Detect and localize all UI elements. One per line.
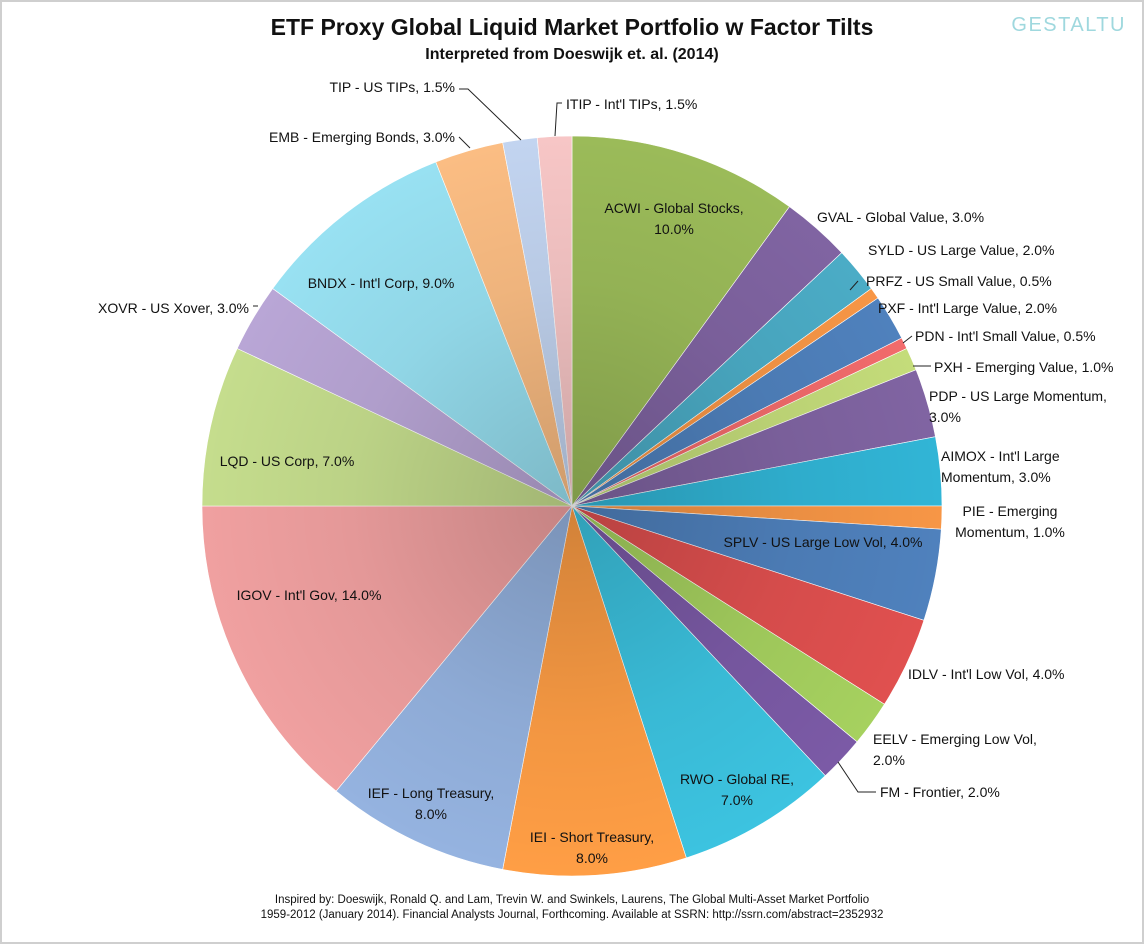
slice-label-igov: IGOV - Int'l Gov, 14.0% [237,587,382,603]
slice-label-line: 8.0% [576,850,608,866]
slice-label-bndx: BNDX - Int'l Corp, 9.0% [308,275,455,291]
slice-label-line: 8.0% [415,806,447,822]
slice-label-line: ACWI - Global Stocks, [604,200,743,216]
slice-label-line: 3.0% [929,409,961,425]
slice-label-pxf: PXF - Int'l Large Value, 2.0% [878,300,1057,316]
slice-label-fm: FM - Frontier, 2.0% [880,784,1000,800]
slice-label-line: 10.0% [654,221,694,237]
slice-label-line: PXH - Emerging Value, 1.0% [934,359,1114,375]
slice-labels: ACWI - Global Stocks, 10.0% GVAL - Global … [98,79,1113,866]
slice-label-pxh: PXH - Emerging Value, 1.0% [934,359,1114,375]
leader-line-emb [458,136,471,149]
slice-label-line: IDLV - Int'l Low Vol, 4.0% [908,666,1065,682]
leader-line-pdn [902,335,913,344]
slice-label-rwo: RWO - Global RE, 7.0% [680,771,794,808]
leader-line-prfz [849,280,859,291]
slice-label-syld: SYLD - US Large Value, 2.0% [868,242,1055,258]
slice-label-pie: PIE - Emerging Momentum, 1.0% [955,503,1065,540]
slice-label-line: EMB - Emerging Bonds, 3.0% [269,129,455,145]
slice-label-xovr: XOVR - US Xover, 3.0% [98,300,249,316]
slice-label-idlv: IDLV - Int'l Low Vol, 4.0% [908,666,1065,682]
pie-slices [201,135,943,877]
source-citation-line-2: 1959-2012 (January 2014). Financial Anal… [260,909,884,921]
slice-label-eelv: EELV - Emerging Low Vol, 2.0% [873,731,1037,768]
slice-label-line: LQD - US Corp, 7.0% [220,453,355,469]
slice-label-ief: IEF - Long Treasury, 8.0% [368,785,495,822]
slice-label-line: PXF - Int'l Large Value, 2.0% [878,300,1057,316]
slice-label-tip: TIP - US TIPs, 1.5% [329,79,455,95]
slice-label-gval: GVAL - Global Value, 3.0% [817,209,984,225]
slice-label-splv: SPLV - US Large Low Vol, 4.0% [724,534,923,550]
slice-label-line: IEI - Short Treasury, [530,829,654,845]
slice-label-aimox: AIMOX - Int'l Large Momentum, 3.0% [941,448,1060,485]
slice-label-prfz: PRFZ - US Small Value, 0.5% [866,273,1052,289]
slice-label-line: BNDX - Int'l Corp, 9.0% [308,275,455,291]
label-leader-lines [253,88,931,793]
slice-label-line: FM - Frontier, 2.0% [880,784,1000,800]
leader-line-itip [554,102,562,137]
slice-label-line: EELV - Emerging Low Vol, [873,731,1037,747]
slice-label-lqd: LQD - US Corp, 7.0% [220,453,355,469]
slice-label-line: XOVR - US Xover, 3.0% [98,300,249,316]
slice-label-emb: EMB - Emerging Bonds, 3.0% [269,129,455,145]
slice-label-line: IGOV - Int'l Gov, 14.0% [237,587,382,603]
slice-label-iei: IEI - Short Treasury, 8.0% [530,829,654,866]
slice-label-line: 2.0% [873,752,905,768]
watermark-logo: GESTALTU [1011,14,1126,36]
chart-subtitle: Interpreted from Doeswijk et. al. (2014) [425,46,719,63]
slice-label-line: Momentum, 3.0% [941,469,1051,485]
leader-line-fm [837,761,876,793]
slice-label-line: TIP - US TIPs, 1.5% [329,79,455,95]
slice-label-line: AIMOX - Int'l Large [941,448,1060,464]
slice-label-line: 7.0% [721,792,753,808]
slice-label-line: PDP - US Large Momentum, [929,388,1107,404]
leader-line-tip [459,88,522,141]
slice-label-line: SYLD - US Large Value, 2.0% [868,242,1055,258]
slice-label-line: PRFZ - US Small Value, 0.5% [866,273,1052,289]
slice-label-acwi: ACWI - Global Stocks, 10.0% [604,200,743,237]
source-citation-line-1: Inspired by: Doeswijk, Ronald Q. and Lam… [274,894,870,906]
slice-label-line: IEF - Long Treasury, [368,785,495,801]
slice-label-pdn: PDN - Int'l Small Value, 0.5% [915,328,1096,344]
slice-label-line: PDN - Int'l Small Value, 0.5% [915,328,1096,344]
slice-label-line: Momentum, 1.0% [955,524,1065,540]
slice-label-line: GVAL - Global Value, 3.0% [817,209,984,225]
chart-title: ETF Proxy Global Liquid Market Portfolio… [270,14,874,40]
slice-label-pdp: PDP - US Large Momentum, 3.0% [929,388,1107,425]
slice-label-line: PIE - Emerging [963,503,1058,519]
slice-label-line: SPLV - US Large Low Vol, 4.0% [724,534,923,550]
slice-label-itip: ITIP - Int'l TIPs, 1.5% [566,96,697,112]
slice-label-line: RWO - Global RE, [680,771,794,787]
slice-label-line: ITIP - Int'l TIPs, 1.5% [566,96,697,112]
